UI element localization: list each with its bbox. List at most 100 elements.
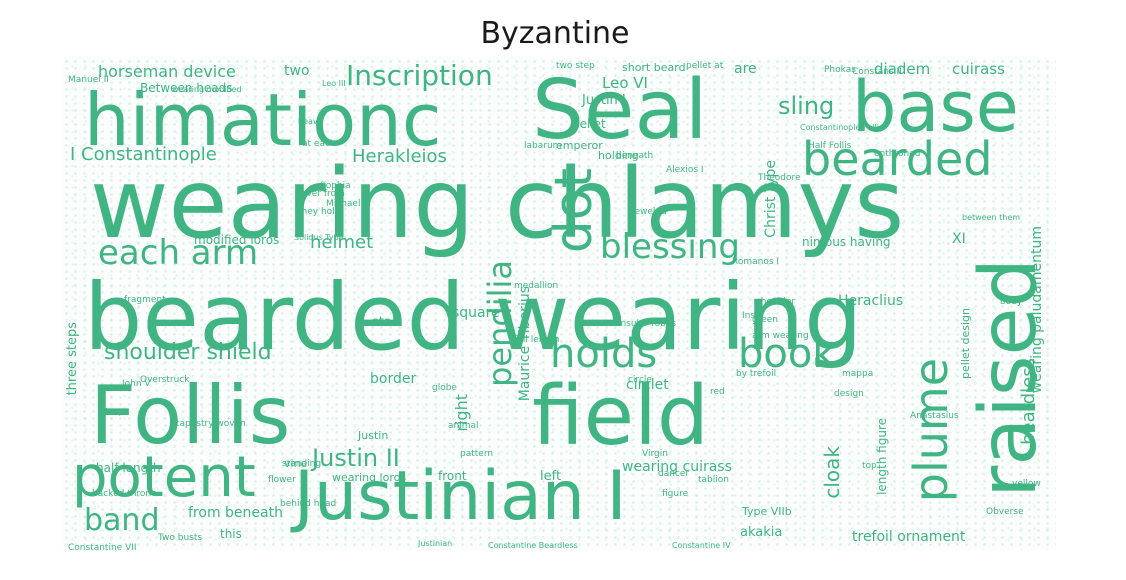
cloud-word: Anastasius bbox=[910, 411, 959, 421]
cloud-word: Constantine Beardless bbox=[488, 541, 578, 550]
cloud-word: circlet bbox=[626, 377, 669, 393]
cloud-word: figure bbox=[662, 489, 689, 499]
cloud-word: pellet design bbox=[959, 308, 972, 379]
cloud-word: length figure bbox=[875, 418, 889, 495]
cloud-word: globe bbox=[432, 383, 457, 393]
cloud-word: bearded wearing bbox=[84, 264, 863, 371]
cloud-word: Justin II bbox=[312, 444, 400, 472]
cloud-word: trefoil ornament bbox=[852, 529, 966, 545]
cloud-word: Manuel II bbox=[68, 75, 109, 85]
cloud-word: beneath bbox=[616, 151, 654, 161]
cloud-word: Phokas bbox=[824, 65, 856, 75]
cloud-word: vine bbox=[284, 457, 308, 470]
cloud-word: red bbox=[710, 387, 725, 397]
cloud-word: square bbox=[452, 305, 500, 321]
cloud-word: Inscription bbox=[346, 59, 493, 92]
cloud-word: this bbox=[220, 527, 242, 541]
cloud-word: modified loros bbox=[194, 233, 280, 247]
cloud-word: shoulder shield bbox=[104, 340, 272, 365]
chart-title: Byzantine bbox=[480, 16, 630, 51]
cloud-word: design bbox=[834, 389, 864, 399]
cloud-word: circle bbox=[628, 375, 652, 385]
cloud-word: dancer bbox=[658, 469, 690, 479]
cloud-word: book bbox=[738, 331, 836, 377]
cloud-word: enthroned bbox=[874, 149, 921, 159]
cloud-word: full length bbox=[514, 335, 560, 345]
cloud-word: star bbox=[372, 315, 398, 330]
cloud-word: Michael bbox=[326, 199, 361, 209]
cloud-word: bearded bbox=[802, 132, 993, 186]
cloud-word: potent bbox=[72, 445, 256, 510]
cloud-word: labarum bbox=[524, 141, 562, 151]
cloud-word: Type VIIb bbox=[742, 505, 792, 518]
cloud-word: between them bbox=[962, 213, 1021, 222]
cloud-word: Leo VI bbox=[602, 74, 648, 92]
cloud-word: front bbox=[438, 469, 467, 483]
cloud-word: cloak bbox=[820, 446, 844, 499]
cloud-word: tablion bbox=[698, 475, 729, 485]
cloud-word: Constans II bbox=[852, 67, 902, 77]
cloud-word: mappa bbox=[842, 369, 874, 379]
cloud-word: animal bbox=[448, 421, 479, 431]
cloud-word: medallion bbox=[514, 281, 559, 291]
cloud-word: Justinian bbox=[418, 539, 453, 548]
cloud-word: backed throne bbox=[92, 489, 157, 499]
cloud-word: tapestry woven bbox=[176, 419, 246, 429]
cloud-word: emperor bbox=[556, 139, 603, 152]
cloud-word: wearing paludamentum bbox=[1029, 226, 1045, 394]
cloud-word: plume bbox=[904, 358, 958, 503]
cloud-word: Theodore bbox=[758, 173, 801, 183]
cloud-word: helmet bbox=[310, 232, 374, 253]
cloud-word: Virgin bbox=[642, 449, 668, 459]
cloud-word: Alexios I bbox=[666, 165, 704, 175]
cloud-word: top bbox=[862, 461, 877, 471]
cloud-word: himationc bbox=[84, 78, 442, 162]
cloud-word: Constantine VII bbox=[68, 543, 137, 551]
cloud-word: Herakleios bbox=[352, 146, 447, 167]
cloud-word: cover from bbox=[296, 189, 345, 199]
cloud-word: three steps bbox=[65, 322, 80, 396]
cloud-word: pellet bbox=[572, 117, 606, 131]
cloud-word: shoulder bbox=[756, 297, 796, 307]
cloud-word: Half Follis bbox=[808, 141, 852, 151]
cloud-word: base bbox=[852, 66, 1019, 148]
cloud-word: Two busts bbox=[158, 533, 203, 543]
cloud-word: yellow bbox=[1012, 479, 1041, 489]
cloud-word: heavy bbox=[298, 117, 323, 126]
cloud-word: by trefoil bbox=[736, 369, 777, 379]
cloud-word: wearing chlamys bbox=[90, 148, 905, 260]
cloud-word: pattern bbox=[460, 449, 494, 459]
cloud-word: standing bbox=[282, 459, 322, 469]
cloud-word: they hold bbox=[298, 207, 341, 217]
cloud-word: behind head bbox=[280, 499, 337, 509]
cloud-word: consular robes bbox=[610, 319, 677, 329]
cloud-word: horseman device bbox=[98, 62, 236, 81]
cloud-word: Heraclius bbox=[838, 293, 904, 309]
cloud-word: two bbox=[284, 63, 310, 79]
cloud-word: Obverse bbox=[986, 507, 1024, 517]
cloud-word: Constantine IV bbox=[672, 541, 731, 550]
cloud-word: each arm bbox=[98, 233, 259, 273]
cloud-word: holding bbox=[598, 149, 639, 162]
cloud-word: left bbox=[540, 469, 562, 484]
cloud-word: Inscr bbox=[742, 311, 764, 321]
cloud-word: green bbox=[752, 315, 778, 325]
cloud-word: akakia bbox=[740, 525, 783, 540]
cloud-word: Solidus Type bbox=[294, 233, 344, 242]
cloud-word: two step bbox=[556, 61, 595, 71]
word-cloud: wearing chlamys bearded wearing himationc S… bbox=[62, 58, 1056, 550]
cloud-word: Tracy bbox=[102, 407, 124, 416]
cloud-word: Between heads bbox=[140, 81, 233, 95]
cloud-word: Leo III bbox=[322, 79, 346, 88]
cloud-word: field bbox=[532, 369, 709, 464]
cloud-word: Overstruck bbox=[140, 375, 190, 385]
cloud-word: Christ Type bbox=[763, 160, 779, 238]
cloud-word: Justin I bbox=[582, 93, 626, 108]
cloud-word: sling bbox=[778, 92, 835, 120]
cloud-word: Romanos I bbox=[732, 257, 780, 267]
cloud-word: dot bbox=[544, 168, 604, 254]
cloud-word: band bbox=[84, 503, 160, 538]
cloud-word: half length bbox=[96, 461, 161, 475]
cloud-word: blessing bbox=[600, 227, 740, 267]
cloud-word: Constantinople Follis bbox=[800, 123, 883, 132]
